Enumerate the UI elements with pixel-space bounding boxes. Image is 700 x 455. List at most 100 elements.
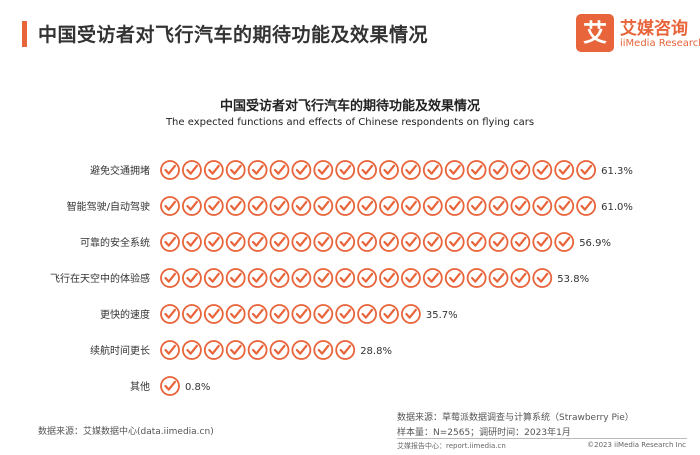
check-circle-icon [160,232,180,252]
check-circle-icon [532,196,553,216]
check-circle-icon [444,232,465,252]
category-label: 飞行在天空中的体验感 [50,272,150,285]
check-circle-icon [335,196,356,216]
chart-subtitle: The expected functions and effects of Ch… [165,117,535,128]
check-circle-icon [400,268,421,288]
copyright: ©2023 iiMedia Research Inc [587,441,686,449]
check-circle-icon [291,340,312,360]
check-circle-icon [576,160,596,180]
check-circle-icon [247,268,268,288]
category-label: 续航时间更长 [90,344,150,357]
category-label: 避免交通拥堵 [90,164,150,177]
check-circle-icon [532,268,553,288]
check-circle-icon [313,304,334,324]
check-circle-icon [532,232,553,252]
check-circle-icon [422,268,443,288]
check-circle-icon [225,232,246,252]
check-circle-icon [400,196,421,216]
check-circle-icon [269,232,290,252]
category-label: 智能驾驶/自动驾驶 [67,200,150,213]
check-circle-icon [379,196,399,216]
check-circle-icon [225,304,246,324]
check-circle-icon [335,268,356,288]
check-circle-icon [357,160,378,180]
check-circle-icon [225,196,246,216]
check-circle-icon [576,196,596,216]
check-circle-icon [225,160,246,180]
check-circle-icon [181,160,202,180]
check-circle-icon [291,196,312,216]
check-circle-icon [181,196,202,216]
report-center-link[interactable]: 艾媒报告中心：report.iimedia.cn [397,442,506,450]
check-circle-icon [335,232,356,252]
check-circle-icon [203,232,224,252]
check-circle-icon [291,304,312,324]
header-accent-bar [22,21,27,47]
check-circle-icon [400,232,421,252]
source-right: 数据来源：草莓派数据调查与计算系统（Strawberry Pie） [397,413,634,423]
check-circle-icon [357,268,378,288]
check-circle-icon [203,268,224,288]
check-circle-icon [225,268,246,288]
check-circle-icon [203,196,224,216]
check-circle-icon [269,340,290,360]
check-circle-icon [510,232,531,252]
check-circle-icon [357,196,378,216]
check-circle-icon [379,268,399,288]
check-circle-icon [422,232,443,252]
check-circle-icon [247,196,268,216]
check-circle-icon [335,304,356,324]
check-circle-icon [160,376,180,396]
category-label: 可靠的安全系统 [80,236,150,249]
logo-english-name: iiMedia Research [620,38,700,49]
check-circle-icon [291,232,312,252]
check-circle-icon [269,268,290,288]
check-circle-icon [269,160,290,180]
value-label: 35.7% [426,310,458,321]
logo-mark: 艾 [576,14,614,52]
check-circle-icon [532,160,553,180]
footer-divider [397,438,687,439]
check-circle-icon [466,232,487,252]
check-circle-icon [488,196,509,216]
check-circle-icon [554,196,575,216]
value-label: 28.8% [360,346,392,357]
header: 中国受访者对飞行汽车的期待功能及效果情况 艾 艾媒咨询 iiMedia Rese… [0,0,700,68]
check-circle-icon [247,160,268,180]
check-circle-icon [357,232,378,252]
check-circle-icon [554,160,575,180]
check-circle-icon [181,340,202,360]
value-label: 53.8% [557,274,589,285]
check-circle-icon [357,304,378,324]
check-circle-icon [313,196,334,216]
category-label: 其他 [130,380,150,393]
check-circle-icon [488,232,509,252]
check-circle-icon [203,160,224,180]
check-circle-icon [160,196,180,216]
check-circle-icon [181,304,202,324]
check-circle-icon [313,340,334,360]
category-label: 更快的速度 [100,308,150,321]
iimedia-logo: 艾 艾媒咨询 iiMedia Research [576,14,700,56]
check-circle-icon [444,268,465,288]
sample-info: 样本量：N=2565；调研时间：2023年1月 [397,428,571,438]
check-circle-icon [160,304,180,324]
check-circle-icon [181,232,202,252]
check-circle-icon [160,340,180,360]
check-circle-icon [313,232,334,252]
check-circle-icon [488,268,509,288]
check-circle-icon [335,340,356,360]
check-circle-icon [466,160,487,180]
check-circle-icon [291,268,312,288]
check-circle-icon [269,304,290,324]
check-circle-icon [510,160,531,180]
check-circle-icon [510,196,531,216]
check-circle-icon [313,160,334,180]
value-label: 0.8% [185,382,210,393]
check-circle-icon [444,196,465,216]
check-circle-icon [181,268,202,288]
check-circle-icon [466,268,487,288]
check-circle-icon [444,160,465,180]
check-circle-icon [313,268,334,288]
check-circle-icon [203,304,224,324]
